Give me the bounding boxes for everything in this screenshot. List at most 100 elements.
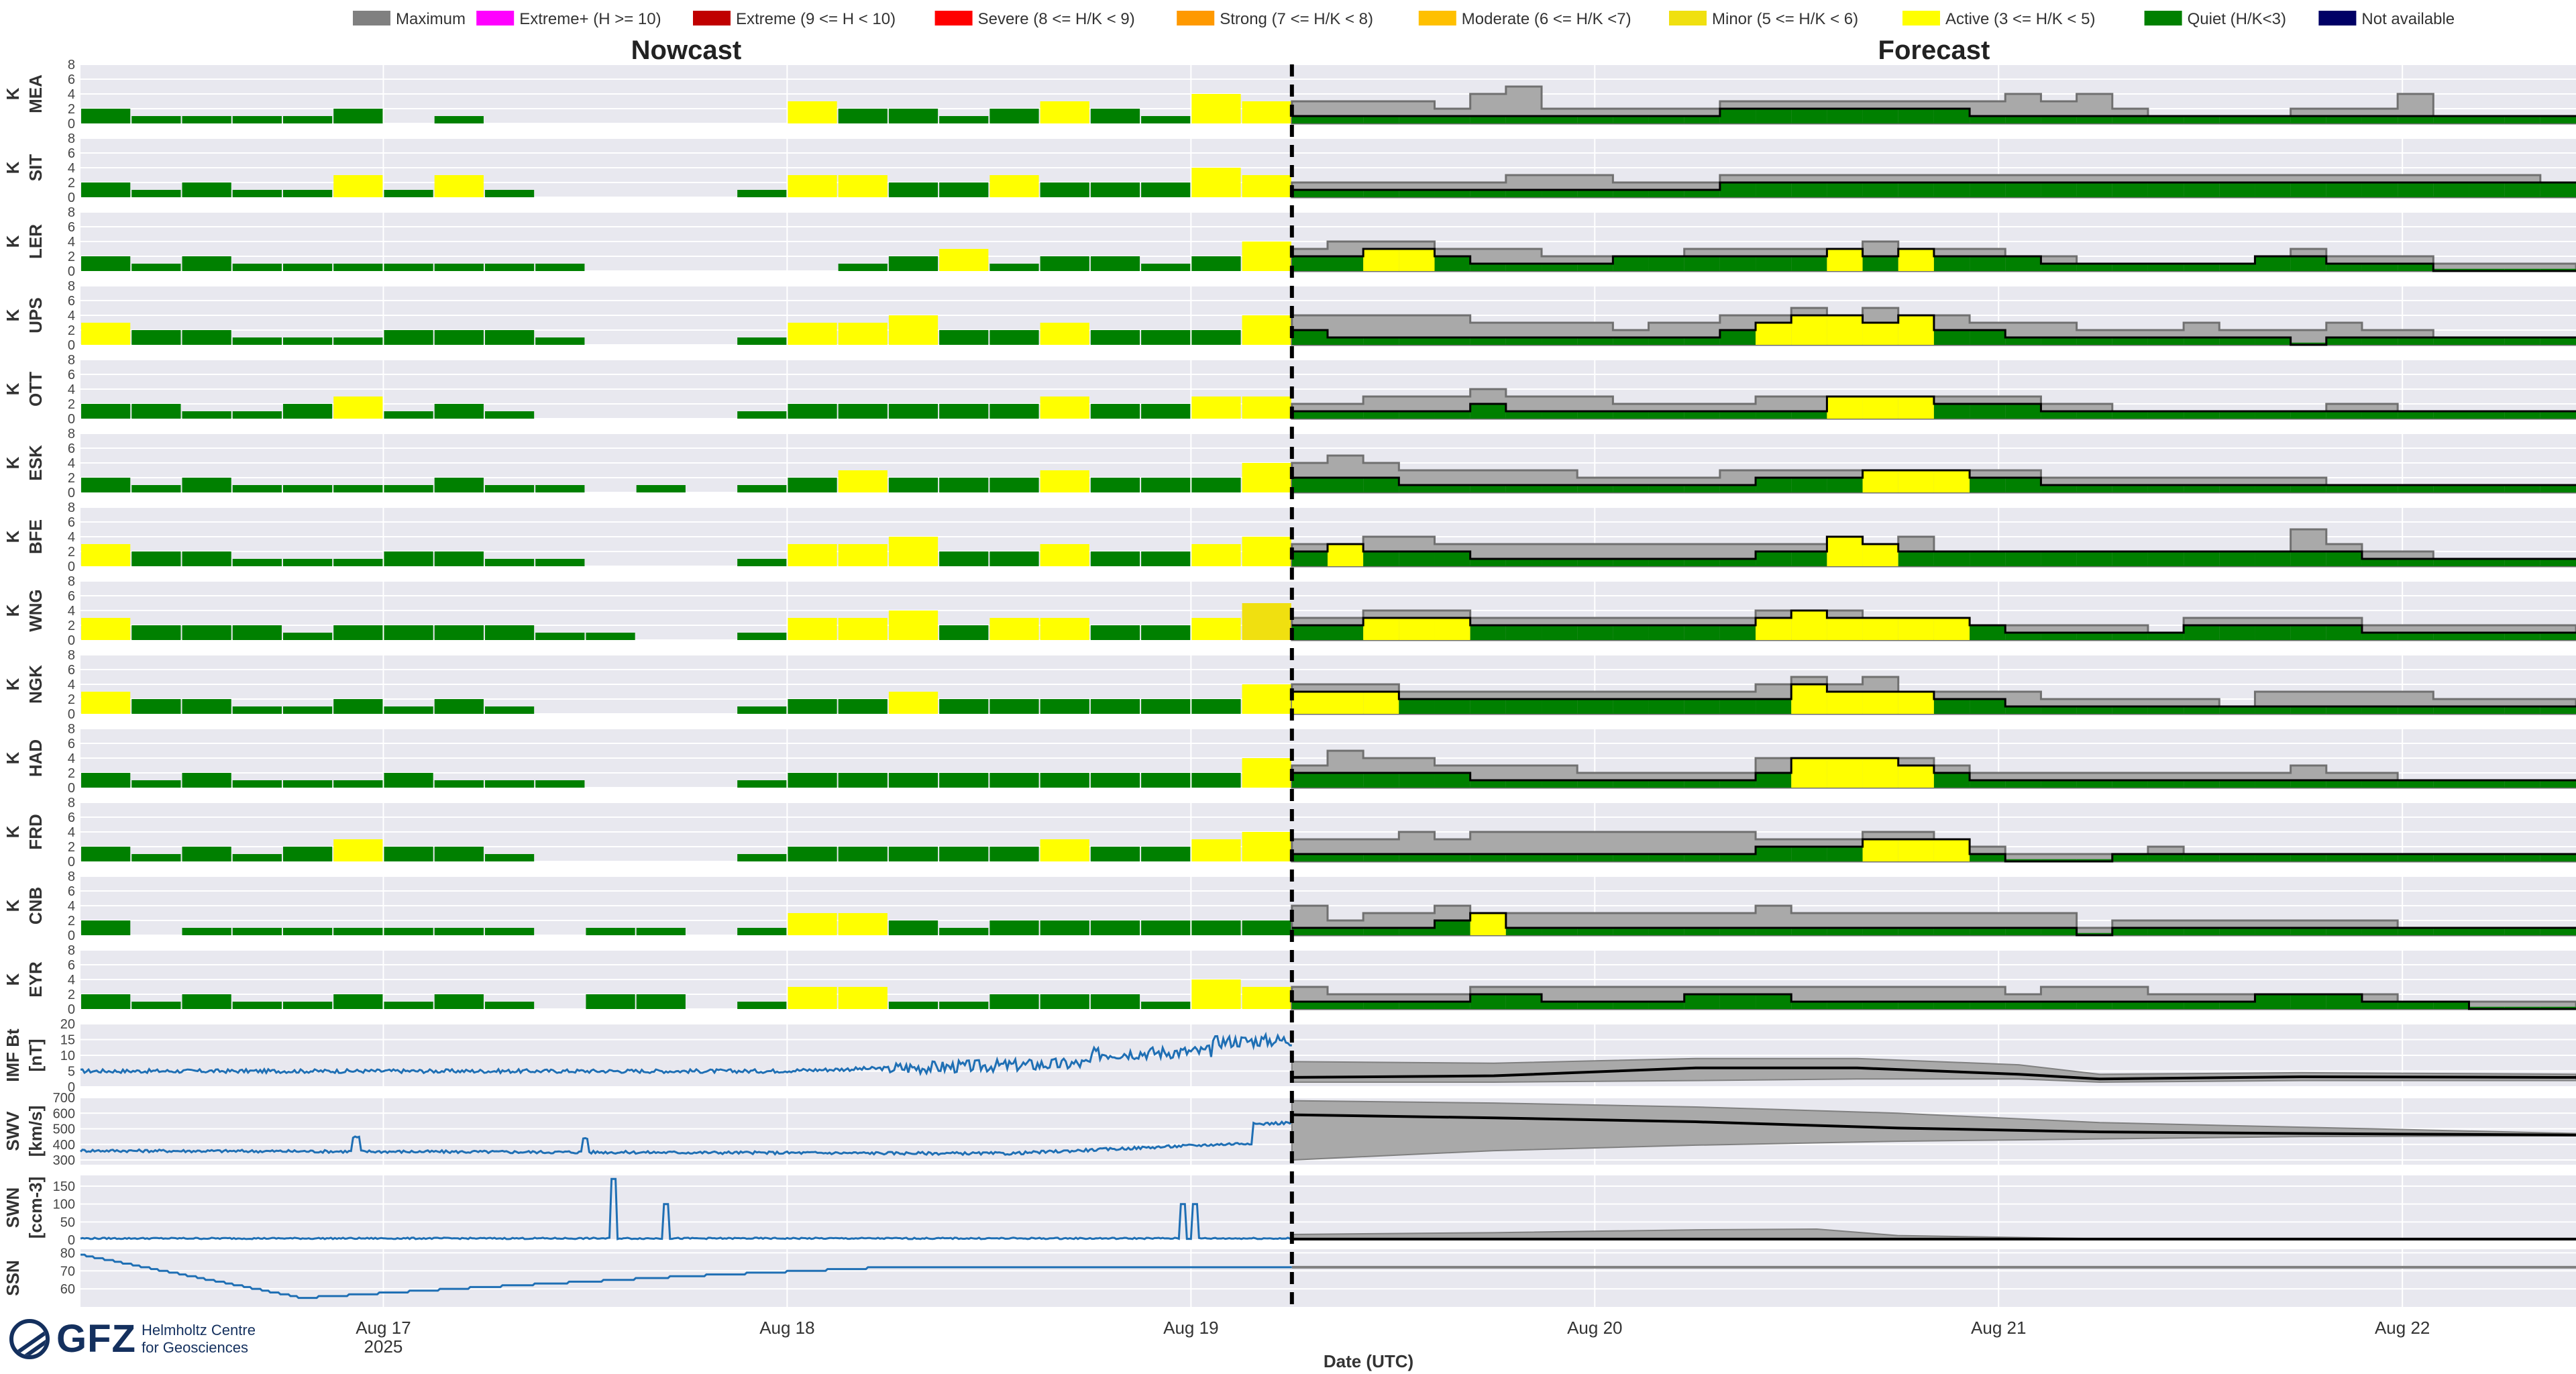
forecast-median-bar — [2504, 268, 2540, 271]
forecast-median-bar — [1898, 315, 1934, 345]
nowcast-bar — [838, 847, 888, 861]
forecast-median-bar — [2361, 411, 2398, 419]
nowcast-bar — [131, 699, 181, 714]
forecast-median-bar — [1933, 330, 1970, 345]
forecast-median-bar — [1791, 684, 1827, 714]
nowcast-bar — [989, 773, 1039, 788]
forecast-median-bar — [1434, 699, 1470, 714]
y-tick-label: 10 — [60, 1049, 75, 1063]
forecast-median-bar — [2041, 780, 2077, 788]
nowcast-bar — [535, 780, 585, 788]
nowcast-bar — [182, 625, 231, 640]
forecast-median-bar — [2184, 337, 2220, 345]
forecast-median-bar — [2184, 182, 2220, 197]
nowcast-line-imf — [80, 1031, 1292, 1077]
forecast-median-bar — [2041, 337, 2077, 345]
nowcast-bar — [1191, 397, 1241, 419]
forecast-median-bar — [2041, 706, 2077, 714]
forecast-median-bar — [2469, 268, 2505, 271]
y-tick-label: 2 — [68, 914, 75, 929]
nowcast-bar — [1191, 773, 1241, 788]
forecast-median-bar — [1399, 928, 1435, 935]
nowcast-bar — [282, 404, 333, 419]
legend-label-7: Active (3 <= H/K < 5) — [1945, 10, 2095, 28]
forecast-median-bar — [1719, 625, 1756, 640]
nowcast-bar — [81, 773, 131, 788]
logo-name: GFZ — [56, 1317, 136, 1361]
nowcast-bar — [232, 116, 282, 123]
forecast-median-bar — [1827, 758, 1863, 788]
station-label-ler: LER — [25, 224, 46, 259]
forecast-median-bar — [2147, 780, 2184, 788]
nowcast-bar — [1191, 618, 1241, 640]
forecast-median-bar — [2290, 928, 2326, 935]
forecast-median-bar — [1291, 190, 1328, 197]
y-tick-label: 2 — [68, 471, 75, 486]
nowcast-bar — [888, 109, 938, 123]
forecast-median-bar — [1363, 478, 1399, 492]
forecast-median-bar — [2255, 337, 2291, 345]
station-label-frd: FRD — [25, 814, 46, 849]
y-tick-label: 2 — [68, 102, 75, 117]
forecast-median-bar — [2504, 337, 2540, 345]
forecast-median-bar — [1434, 485, 1470, 492]
y-tick-label: 2 — [68, 397, 75, 412]
forecast-median-bar — [1613, 854, 1649, 861]
nowcast-bar — [333, 264, 383, 271]
nowcast-bar — [1040, 839, 1089, 861]
y-tick-label: 8 — [68, 648, 75, 663]
nowcast-bar — [1040, 397, 1089, 419]
forecast-median-bar — [1756, 618, 1792, 640]
forecast-median-bar — [2504, 706, 2540, 714]
forecast-median-bar — [1470, 913, 1506, 935]
forecast-median-bar — [2041, 116, 2077, 123]
unit-label-swv: [km/s] — [25, 1106, 46, 1157]
forecast-median-bar — [2255, 116, 2291, 123]
nowcast-bar — [131, 780, 181, 788]
forecast-median-bar — [1719, 994, 1756, 1009]
nowcast-bar — [838, 544, 888, 566]
forecast-median-bar — [2219, 854, 2255, 861]
nowcast-bar — [81, 847, 131, 861]
y-tick-label: 8 — [68, 353, 75, 368]
forecast-median-bar — [1827, 692, 1863, 714]
forecast-median-bar — [2326, 706, 2362, 714]
nowcast-bar — [737, 337, 787, 345]
forecast-median-bar — [1791, 928, 1827, 935]
forecast-median-bar — [2184, 780, 2220, 788]
forecast-median-bar — [1577, 559, 1613, 566]
y-tick-label: 6 — [68, 663, 75, 678]
legend-label-2: Extreme (9 <= H < 10) — [736, 10, 896, 28]
forecast-median-bar — [1327, 190, 1364, 197]
forecast-median-bar — [1399, 699, 1435, 714]
forecast-median-bar — [1505, 337, 1542, 345]
forecast-median-bar — [1862, 692, 1898, 714]
forecast-median-bar — [2361, 854, 2398, 861]
forecast-median-bar — [1542, 411, 1578, 419]
x-tick-label-5: Aug 22 — [2375, 1318, 2430, 1338]
forecast-median-bar — [1434, 854, 1470, 861]
forecast-median-bar — [2361, 337, 2398, 345]
legend-label-8: Quiet (H/K<3) — [2188, 10, 2286, 28]
forecast-median-bar — [1327, 478, 1364, 492]
nowcast-bar — [1191, 478, 1241, 492]
y-tick-label: 15 — [60, 1033, 75, 1048]
unit-label-imf: [nT] — [25, 1039, 46, 1071]
forecast-median-bar — [2147, 264, 2184, 271]
forecast-median-bar — [1756, 773, 1792, 788]
nowcast-bar — [81, 256, 131, 271]
forecast-median-bar — [1684, 928, 1720, 935]
forecast-median-bar — [1791, 256, 1827, 271]
y-tick-label: 600 — [53, 1106, 75, 1121]
forecast-median-bar — [2076, 264, 2112, 271]
nowcast-bar — [1242, 832, 1291, 861]
x-tick-label-3: Aug 20 — [1567, 1318, 1622, 1338]
nowcast-bar — [232, 485, 282, 492]
forecast-median-bar — [2326, 551, 2362, 566]
forecast-median-bar — [1542, 559, 1578, 566]
forecast-median-bar — [1613, 116, 1649, 123]
forecast-median-bar — [2361, 264, 2398, 271]
nowcast-bar — [737, 559, 787, 566]
station-label-cnb: CNB — [25, 887, 46, 924]
forecast-median-line — [1291, 395, 2576, 413]
